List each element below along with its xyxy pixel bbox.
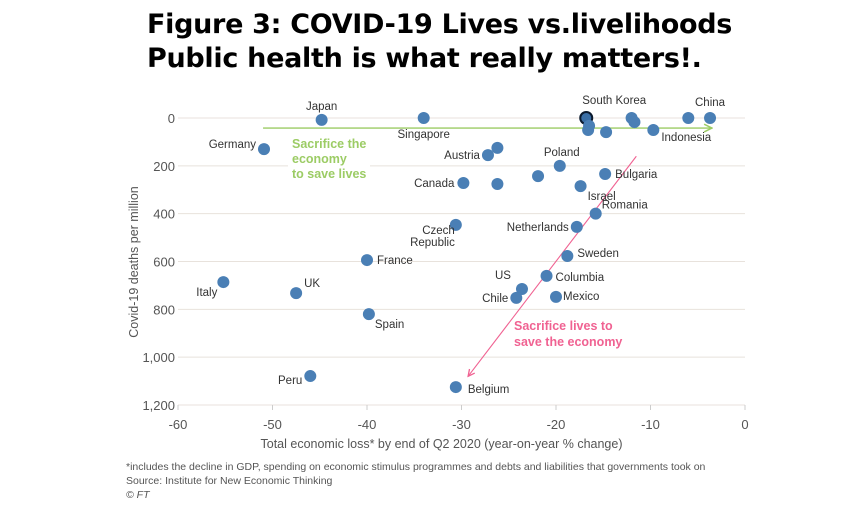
data-point: [561, 249, 574, 262]
point-label: US: [495, 270, 511, 282]
figure-title: Figure 3: COVID-19 Lives vs.livelihoods …: [147, 8, 732, 76]
data-point: [599, 167, 612, 180]
point-label: Singapore: [397, 129, 449, 141]
footnote: *includes the decline in GDP, spending o…: [126, 461, 706, 473]
point-label: Columbia: [556, 272, 605, 284]
data-point: [589, 207, 602, 220]
y-tick-label: 0: [168, 111, 175, 126]
point-label: Japan: [306, 101, 337, 113]
data-point: [257, 143, 270, 156]
data-point: [574, 180, 587, 193]
annotation-text: save the economy: [514, 335, 622, 349]
data-point: [510, 291, 523, 304]
annotation-text: to save lives: [292, 167, 366, 181]
data-point: [491, 141, 504, 154]
data-point: [362, 308, 375, 321]
data-point: [481, 149, 494, 162]
data-point: [582, 123, 595, 136]
data-point: [550, 290, 562, 303]
data-point: [315, 113, 328, 126]
data-point: [704, 112, 717, 124]
y-tick-label: 400: [153, 207, 175, 222]
data-point: [361, 254, 373, 267]
point-label: Belgium: [468, 384, 510, 396]
data-point: [540, 269, 553, 282]
point-label: China: [695, 97, 726, 109]
point-label: Bulgaria: [615, 169, 658, 181]
point-label: Republic: [410, 237, 455, 249]
y-tick-label: 200: [153, 159, 175, 174]
data-point: [217, 276, 230, 289]
pink-arrow: [468, 155, 637, 376]
y-axis-label: Covid-19 deaths per million: [127, 186, 141, 338]
x-tick-label: -30: [452, 417, 471, 432]
y-tick-label: 800: [153, 302, 175, 317]
title-line-1: Figure 3: COVID-19 Lives vs.livelihoods: [147, 9, 733, 40]
point-label: Romania: [602, 200, 649, 212]
y-tick-label: 1,000: [142, 350, 175, 365]
data-point: [457, 177, 470, 190]
x-tick-label: 0: [741, 417, 748, 432]
point-label: Canada: [414, 178, 455, 190]
point-label: South Korea: [582, 95, 647, 107]
point-label: France: [377, 255, 413, 267]
data-point: [532, 170, 545, 183]
x-tick-label: -20: [547, 417, 566, 432]
point-label: Sweden: [577, 248, 619, 260]
annotation-text: Sacrifice lives to: [514, 319, 613, 333]
data-point: [628, 116, 641, 129]
annotation-text: Sacrifice the: [292, 137, 366, 151]
data-point: [570, 220, 583, 233]
point-label: UK: [304, 278, 320, 290]
x-tick-label: -40: [358, 417, 377, 432]
data-point: [449, 218, 462, 231]
point-label: Germany: [209, 139, 257, 151]
point-label: Austria: [444, 150, 480, 162]
title-line-2: Public health is what really matters!.: [147, 43, 702, 74]
annotation-text: economy: [292, 152, 347, 166]
chart-notes: *includes the decline in GDP, spending o…: [126, 460, 705, 502]
point-label: Israel: [588, 191, 616, 203]
x-tick-label: -50: [263, 417, 282, 432]
x-axis-label: Total economic loss* by end of Q2 2020 (…: [261, 437, 623, 451]
y-tick-label: 1,200: [142, 398, 175, 413]
data-point: [553, 159, 566, 172]
point-label: Italy: [196, 287, 217, 299]
point-label: Indonesia: [661, 132, 711, 144]
x-tick-label: -10: [641, 417, 660, 432]
data-point: [682, 112, 695, 124]
point-label: Mexico: [563, 291, 599, 303]
point-label: Netherlands: [507, 222, 569, 234]
point-label: Poland: [544, 147, 580, 159]
credit: © FT: [126, 489, 150, 501]
scatter-chart: 0 200 400 600 800 1,000 1,200 -60 -50 -40 -30 -20 -1…: [127, 95, 749, 451]
data-point: [600, 126, 613, 139]
data-point: [449, 381, 462, 394]
point-label: Chile: [482, 293, 508, 305]
data-point: [647, 123, 660, 136]
data-point: [290, 287, 303, 300]
data-point: [304, 370, 317, 383]
y-tick-label: 600: [153, 255, 175, 270]
data-point: [417, 112, 430, 124]
point-label: Spain: [375, 319, 404, 331]
x-tick-label: -60: [169, 417, 188, 432]
point-label: Czech: [422, 225, 455, 237]
data-point: [515, 283, 528, 296]
source: Source: Institute for New Economic Think…: [126, 475, 333, 487]
annotation-bg: [288, 134, 370, 184]
data-point: [491, 178, 504, 191]
point-label: Peru: [278, 375, 302, 387]
